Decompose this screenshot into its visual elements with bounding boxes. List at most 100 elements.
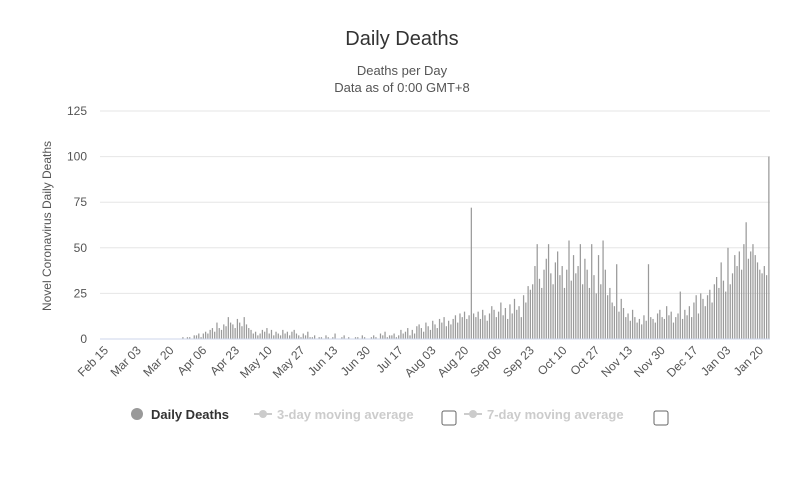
bar xyxy=(236,318,239,339)
bar xyxy=(593,275,595,339)
bar xyxy=(743,244,745,339)
bar xyxy=(202,333,204,339)
x-tick-label: May 27 xyxy=(270,343,308,381)
checkbox-3-day[interactable] xyxy=(441,410,457,426)
legend-label-7-day: 7-day moving average xyxy=(487,407,624,422)
bar xyxy=(611,302,613,339)
chart-subtitle-line-2: Data as of 0:00 GMT+8 xyxy=(334,80,469,95)
bar xyxy=(275,331,277,339)
bar xyxy=(759,269,761,339)
bar xyxy=(459,313,461,339)
bar xyxy=(722,280,725,339)
bar xyxy=(182,337,184,339)
bar xyxy=(470,207,472,339)
bar xyxy=(679,291,681,339)
bar xyxy=(618,311,620,339)
bar xyxy=(357,337,359,339)
bar xyxy=(582,284,584,339)
bar xyxy=(484,315,486,339)
bar xyxy=(232,324,234,339)
bar xyxy=(193,335,195,339)
bar xyxy=(314,335,316,339)
bar xyxy=(234,328,236,339)
legend-item-daily-deaths[interactable]: Daily Deaths xyxy=(131,407,229,422)
bar xyxy=(407,328,409,339)
bar xyxy=(693,302,695,339)
bar xyxy=(647,264,650,339)
bar xyxy=(616,264,618,339)
bar xyxy=(413,333,416,339)
bar xyxy=(332,337,334,339)
bar xyxy=(709,289,711,339)
x-tick-label: Jan 03 xyxy=(698,343,734,379)
bar xyxy=(186,337,189,339)
bar xyxy=(216,322,218,339)
legend-item-3-day-average[interactable]: 3-day moving average xyxy=(254,407,414,422)
y-tick-label: 75 xyxy=(74,195,88,209)
bar xyxy=(391,335,393,339)
bar xyxy=(663,318,666,339)
bar xyxy=(229,322,232,339)
bar xyxy=(697,313,700,339)
bar xyxy=(500,302,502,339)
bar xyxy=(282,329,284,339)
bar xyxy=(477,311,479,339)
bar xyxy=(536,244,538,339)
x-tick-label: Nov 13 xyxy=(598,343,635,380)
bar xyxy=(659,309,661,339)
bar xyxy=(606,295,609,339)
bar xyxy=(711,302,713,339)
bar xyxy=(522,295,525,339)
bar xyxy=(561,266,563,339)
legend-item-7-day-average[interactable]: 7-day moving average xyxy=(464,407,624,422)
bar xyxy=(363,337,366,339)
bar xyxy=(245,324,248,339)
bar xyxy=(702,298,704,339)
bar xyxy=(538,278,541,339)
bar xyxy=(495,317,497,339)
bar xyxy=(725,291,727,339)
bar xyxy=(286,331,288,339)
bar xyxy=(488,313,491,339)
bar xyxy=(750,251,752,339)
bar xyxy=(765,275,768,339)
bar xyxy=(493,309,495,339)
x-tick-label: Jun 13 xyxy=(305,343,341,379)
bar xyxy=(763,266,765,339)
y-axis-title: Novel Coronavirus Daily Deaths xyxy=(40,141,54,311)
bar xyxy=(654,322,656,339)
bar xyxy=(398,335,400,339)
bar xyxy=(504,307,507,339)
bar xyxy=(668,315,670,339)
bar xyxy=(445,326,447,339)
bar xyxy=(452,318,454,339)
x-tick-label: Mar 20 xyxy=(140,343,177,380)
bar xyxy=(250,329,252,339)
bar xyxy=(691,317,693,339)
bar xyxy=(461,317,463,339)
bar xyxy=(416,326,418,339)
bar xyxy=(423,331,425,339)
legend: Daily Deaths 3-day moving average 7-day … xyxy=(131,407,669,426)
bar xyxy=(254,331,257,339)
bar xyxy=(200,337,202,339)
bar xyxy=(298,335,300,339)
bar xyxy=(482,309,484,339)
bar xyxy=(557,251,559,339)
bar xyxy=(418,324,420,339)
x-tick-label: Oct 27 xyxy=(567,343,602,378)
bar xyxy=(688,306,690,339)
checkbox-7-day[interactable] xyxy=(653,410,669,426)
bar xyxy=(600,284,602,339)
bar xyxy=(463,311,466,339)
bar xyxy=(266,328,268,339)
x-tick-label: Mar 03 xyxy=(108,343,145,380)
x-tick-label: Aug 03 xyxy=(402,343,439,380)
legend-marker-circle-icon xyxy=(259,410,267,418)
y-tick-label: 0 xyxy=(80,332,87,346)
bar xyxy=(261,329,264,339)
bar xyxy=(318,337,320,339)
bar xyxy=(334,333,336,339)
bar xyxy=(209,329,211,339)
bar xyxy=(629,320,631,339)
